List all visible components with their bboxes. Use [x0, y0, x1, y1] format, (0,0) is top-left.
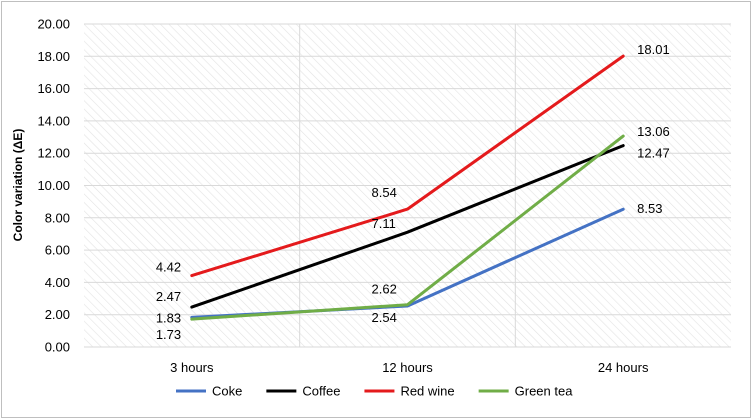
data-label: 2.62	[372, 282, 397, 297]
x-tick-label: 12 hours	[382, 360, 433, 375]
y-axis-label: Color variation (ΔE)	[11, 129, 25, 242]
x-axis-ticks: 3 hours 12 hours 24 hours	[170, 360, 649, 375]
data-label: 12.47	[637, 146, 670, 161]
legend-entry: Green tea	[515, 384, 574, 399]
y-tick-label: 12.00	[37, 146, 70, 161]
data-label: 2.47	[156, 289, 181, 304]
data-label: 4.42	[156, 260, 181, 275]
series-line	[190, 134, 625, 321]
y-tick-label: 6.00	[45, 243, 70, 258]
data-label: 18.01	[637, 42, 670, 57]
legend-entry: Red wine	[400, 384, 454, 399]
data-label: 1.73	[156, 327, 181, 342]
y-tick-label: 14.00	[37, 113, 70, 128]
y-tick-label: 0.00	[45, 340, 70, 355]
y-tick-label: 16.00	[37, 81, 70, 96]
y-tick-label: 20.00	[37, 17, 70, 32]
y-axis-ticks: 0.00 2.00 4.00 6.00 8.00 10.00 12.00 14.00 16.00…	[37, 17, 70, 355]
y-tick-label: 10.00	[37, 178, 70, 193]
legend-entry: Coke	[212, 384, 242, 399]
data-label: 2.54	[372, 310, 397, 325]
gridlines	[84, 23, 731, 348]
series-line	[190, 144, 625, 309]
x-tick-label: 3 hours	[170, 360, 214, 375]
data-label: 8.54	[372, 185, 397, 200]
legend: Coke Coffee Red wine Green tea	[176, 384, 573, 399]
legend-entry: Coffee	[302, 384, 340, 399]
data-label: 8.53	[637, 201, 662, 216]
data-label: 7.11	[372, 216, 396, 231]
y-tick-label: 18.00	[37, 49, 70, 64]
series-lines	[190, 54, 625, 321]
data-label: 1.83	[156, 310, 181, 325]
series-line	[190, 54, 625, 278]
data-labels: 1.83 2.54 8.53 2.47 7.11 12.47 4.42 8.54 18.01 1.…	[156, 42, 670, 342]
y-tick-label: 4.00	[45, 275, 70, 290]
y-tick-label: 2.00	[45, 307, 70, 322]
x-tick-label: 24 hours	[598, 360, 649, 375]
data-label: 13.06	[637, 124, 670, 139]
y-tick-label: 8.00	[45, 210, 70, 225]
